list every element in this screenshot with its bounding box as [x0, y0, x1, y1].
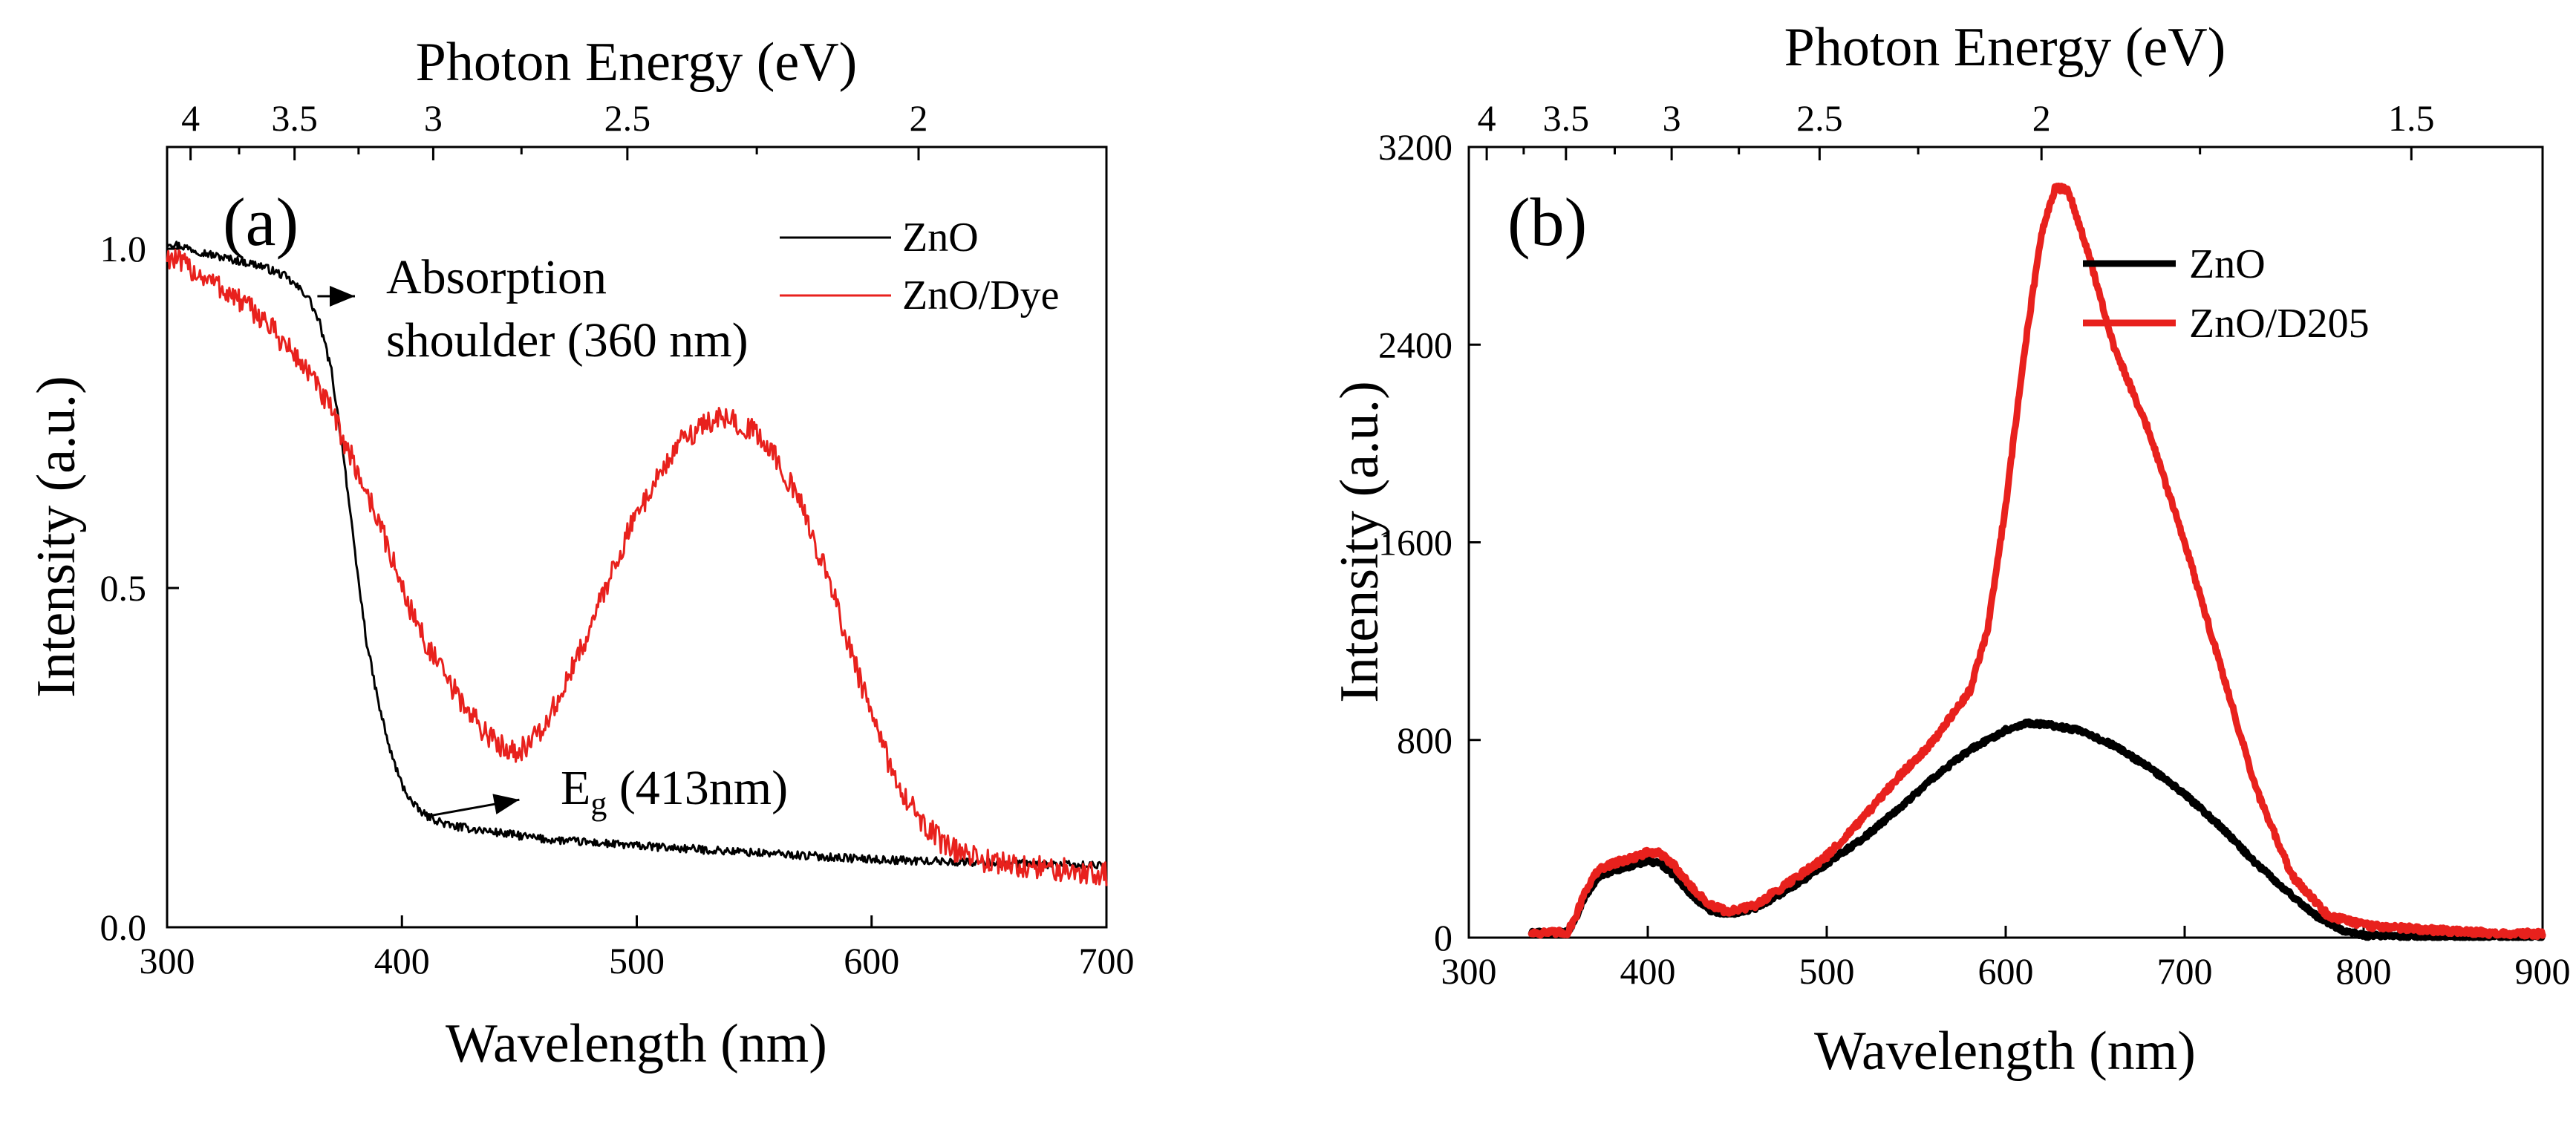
x-tick-label: 400 [374, 940, 430, 981]
x-tick-label: 600 [1978, 950, 2034, 992]
panel-a-top-axis-title: Photon Energy (eV) [416, 32, 858, 93]
x-tick-label: 700 [2157, 950, 2213, 992]
panel-b-legend-label-zno-d205: ZnO/D205 [2189, 301, 2370, 347]
y-tick-label: 0 [1434, 917, 1452, 958]
series-line-zno-d205 [1527, 182, 2546, 941]
top-tick-label: 2.5 [1796, 97, 1843, 139]
panel-b-y-ticks: 0 800 1600 2400 3200 [1378, 126, 1481, 958]
y-tick-label: 800 [1397, 719, 1452, 761]
annotation-eg-main: E [561, 761, 590, 815]
top-tick-label: 2 [2032, 97, 2051, 139]
y-tick-label: 0.0 [100, 906, 147, 948]
x-tick-label: 900 [2515, 950, 2571, 992]
y-tick-label: 0.5 [100, 567, 147, 609]
annotation-eg-sub: g [590, 785, 607, 822]
top-tick-label: 2.5 [604, 97, 651, 139]
top-tick-label: 4 [181, 97, 200, 139]
top-tick-label: 4 [1478, 97, 1496, 139]
top-tick-label: 3.5 [1543, 97, 1590, 139]
annotation-eg-rest: (413nm) [607, 761, 788, 815]
panel-b-plot-frame [1467, 146, 2544, 939]
panel-a-x-axis-title: Wavelength (nm) [446, 1013, 827, 1074]
panel-a-y-ticks: 0.0 0.5 1.0 [100, 228, 179, 948]
series-line-zno-dye [166, 249, 1108, 886]
top-tick-label: 3.5 [271, 97, 318, 139]
y-tick-label: 1.0 [100, 228, 147, 269]
x-tick-label: 500 [1799, 950, 1855, 992]
panel-a-series [166, 241, 1108, 886]
panel-b-legend-label-zno: ZnO [2189, 241, 2266, 287]
y-tick-label: 1600 [1378, 522, 1452, 563]
panel-a-x-ticks: 300 400 500 600 700 [140, 915, 1135, 981]
annotation-absorption-line1: Absorption [386, 250, 607, 304]
panel-b-legend: ZnO ZnO/D205 [2083, 241, 2370, 347]
panel-b-y-axis-title: Intensity (a.u.) [1329, 381, 1390, 703]
top-tick-label: 3 [424, 97, 443, 139]
panel-b-top-ticks: 4 3.5 3 2.5 2 1.5 [1478, 97, 2435, 160]
panel-b-x-axis-title: Wavelength (nm) [1814, 1021, 2196, 1082]
top-tick-label: 3 [1663, 97, 1681, 139]
panel-b-chart: 300 400 500 600 700 800 900 0 800 1600 2400 3200 4… [1329, 17, 2571, 1082]
panel-a-top-ticks: 4 3.5 3 2.5 2 [181, 97, 928, 160]
annotation-arrow-head [330, 286, 355, 307]
x-tick-label: 500 [609, 940, 665, 981]
top-tick-label: 1.5 [2388, 97, 2435, 139]
x-tick-label: 300 [140, 940, 195, 981]
panel-b-label: (b) [1507, 184, 1587, 260]
y-tick-label: 3200 [1378, 126, 1452, 168]
top-tick-label: 2 [910, 97, 928, 139]
x-tick-label: 600 [844, 940, 899, 981]
panel-a-annotations [317, 286, 520, 817]
x-tick-label: 400 [1620, 950, 1676, 992]
panel-b-x-ticks: 300 400 500 600 700 800 900 [1441, 926, 2571, 992]
annotation-eg-label: Eg (413nm) [561, 761, 788, 822]
annotation-absorption-line2: shoulder (360 nm) [386, 313, 749, 367]
panel-b-series [1527, 182, 2546, 941]
x-tick-label: 800 [2336, 950, 2392, 992]
annotation-arrow-head [492, 794, 520, 814]
x-tick-label: 700 [1079, 940, 1135, 981]
panel-a-legend-label-zno: ZnO [902, 215, 979, 261]
panel-a-legend: ZnO ZnO/Dye [780, 215, 1060, 318]
panel-a-y-axis-title: Intensity (a.u.) [26, 376, 87, 698]
x-tick-label: 300 [1441, 950, 1497, 992]
panel-a-chart: 300 400 500 600 700 0.00.51.0 4 3.5 3 2.5 2 (a) … [26, 32, 1135, 1074]
panel-b-top-axis-title: Photon Energy (eV) [1784, 17, 2226, 78]
y-tick-label: 2400 [1378, 324, 1452, 365]
panel-a-label: (a) [223, 184, 299, 260]
series-line-zno [166, 241, 1108, 871]
panel-a-legend-label-zno-dye: ZnO/Dye [902, 272, 1060, 318]
series-line-zno [1527, 718, 2546, 941]
